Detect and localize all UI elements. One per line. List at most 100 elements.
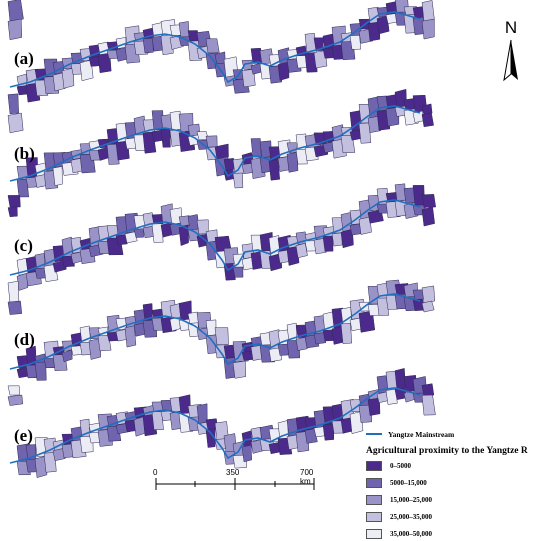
basin-unit [7, 300, 23, 315]
basin-unit [7, 18, 23, 41]
legend: Yangtze Mainstream Agricultural proximit… [366, 428, 550, 541]
legend-class-label: 25,000–35,000 [390, 512, 432, 521]
yangtze-mainstream-line [9, 293, 421, 370]
basin-unit [340, 229, 354, 249]
basin-unit [232, 454, 247, 469]
basin-unit [7, 394, 24, 406]
legend-class-label: 5000–15,000 [390, 478, 427, 487]
basin-unit [34, 361, 47, 381]
basin-unit [52, 260, 67, 273]
scale-label-0: 0 [153, 468, 158, 477]
basin-unit [223, 157, 234, 171]
basin-unit [88, 338, 101, 360]
basin-unit [61, 349, 73, 363]
basin-unit [421, 194, 436, 208]
basin-unit [268, 253, 283, 272]
basin-unit [340, 135, 356, 154]
basin-unit [385, 388, 398, 405]
legend-classes: 0–5000 5000–15,000 15,000–25,000 25,000–35,… [366, 458, 550, 541]
yangtze-mainstream-line [9, 105, 421, 182]
basin-unit [295, 431, 310, 453]
basin-unit [115, 234, 128, 246]
legend-river-line [366, 433, 382, 435]
north-arrow-icon [503, 39, 518, 82]
basin-map [7, 183, 436, 291]
panel-label-d: (d) [14, 330, 35, 349]
basin-unit [97, 52, 112, 74]
basin-unit [151, 223, 164, 243]
basin-unit [385, 106, 400, 127]
basin-unit [250, 138, 262, 158]
basin-unit [376, 15, 390, 35]
basin-unit [151, 411, 164, 430]
map-figure: (a) (b) (c) (d) (e) N Yangtze Mainstream… [7, 0, 528, 539]
basin-unit [205, 428, 216, 448]
basin-unit [115, 140, 130, 161]
basin-unit [187, 30, 199, 42]
basin-unit [214, 327, 229, 345]
basin-unit [322, 47, 334, 59]
basin-unit [196, 403, 208, 425]
legend-title: Agricultural proximity to the Yangtze R [366, 446, 528, 456]
basin-unit [205, 38, 220, 54]
scale-label-350: 350 [226, 468, 240, 477]
basin-unit [178, 21, 190, 39]
legend-class-item: 0–5000 [366, 458, 550, 473]
basin-unit [277, 61, 290, 81]
basin-unit [52, 72, 66, 92]
legend-class-item: 15,000–25,000 [366, 492, 550, 507]
basin-unit [358, 310, 376, 333]
basin-unit [421, 206, 435, 227]
basin-unit [214, 143, 229, 160]
legend-class-item: 25,000–35,000 [366, 509, 550, 524]
basin-unit [79, 59, 94, 82]
basin-unit [7, 280, 20, 304]
basin-unit [268, 347, 282, 362]
legend-class-label: 15,000–25,000 [390, 495, 432, 504]
basin-unit [421, 394, 436, 416]
legend-class-label: 35,000–50,000 [390, 529, 432, 538]
basin-unit [241, 444, 252, 463]
basin-unit [97, 334, 112, 352]
basin-unit [106, 143, 120, 165]
basin-unit [205, 319, 217, 336]
basin-unit [205, 135, 218, 148]
basin-unit [394, 368, 406, 391]
basin-unit [133, 228, 144, 238]
yangtze-mainstream-line [9, 387, 421, 464]
maps-canvas [7, 0, 436, 478]
north-arrow-letter: N [504, 18, 518, 37]
basin-unit [313, 332, 327, 345]
legend-river-entry: Yangtze Mainstream [366, 428, 550, 440]
basin-map [7, 0, 435, 103]
basin-unit [142, 131, 157, 154]
basin-unit [232, 360, 247, 379]
basin-unit [7, 0, 24, 22]
panel-label-e: (e) [14, 426, 33, 445]
basin-unit [160, 128, 171, 148]
basin-unit [304, 52, 318, 73]
basin-unit [295, 337, 308, 351]
panel-label-b: (b) [14, 144, 35, 163]
basin-unit [295, 149, 308, 165]
basin-unit [295, 243, 308, 259]
basin-unit [421, 285, 436, 304]
basin-map [7, 279, 436, 381]
basin-unit [349, 411, 364, 434]
basin-unit [322, 423, 335, 441]
basin-map [7, 368, 436, 478]
panel-label-a: (a) [14, 49, 34, 68]
basin-unit [43, 452, 57, 473]
basin-unit [313, 50, 328, 69]
basin-unit [34, 455, 48, 478]
yangtze-mainstream-line [9, 199, 421, 276]
basin-unit [7, 93, 19, 115]
legend-class-item: 35,000–50,000 [366, 526, 550, 541]
scale-label-700: 700 km [300, 468, 314, 486]
basin-unit [61, 67, 75, 89]
basin-unit [358, 122, 372, 144]
legend-class-label: 0–5000 [390, 461, 411, 470]
basin-map [7, 88, 434, 198]
legend-class-swatch [366, 477, 382, 488]
legend-river-label: Yangtze Mainstream [388, 429, 455, 439]
